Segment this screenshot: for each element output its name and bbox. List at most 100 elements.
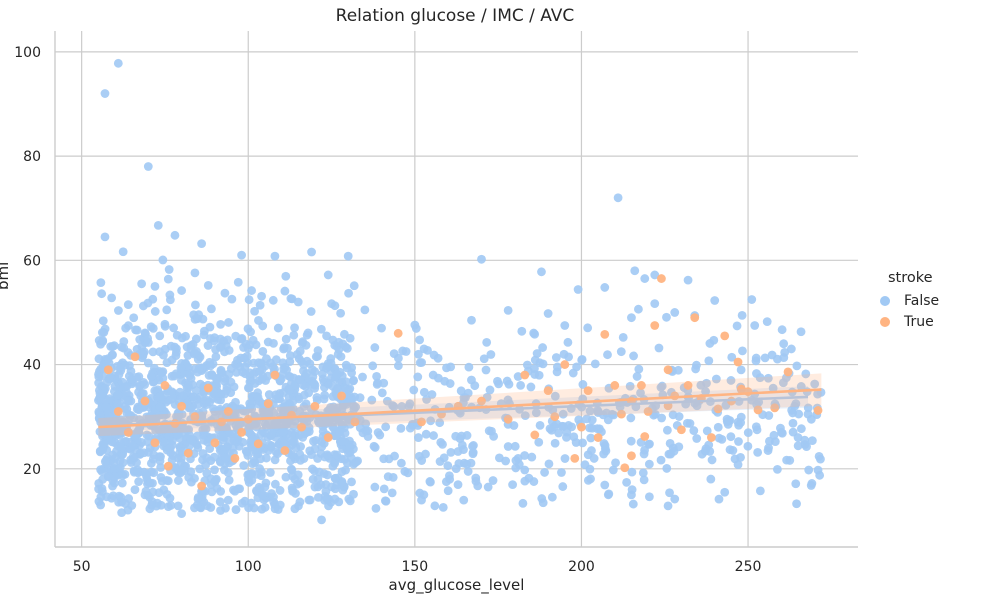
data-point <box>134 405 144 415</box>
data-point <box>220 288 230 298</box>
data-point <box>770 403 780 413</box>
data-point <box>796 424 806 434</box>
data-point <box>543 309 553 318</box>
data-point <box>281 334 291 344</box>
data-point <box>224 318 233 327</box>
data-point <box>520 411 530 421</box>
data-point <box>186 467 196 477</box>
data-point <box>248 335 258 345</box>
data-point <box>324 405 334 415</box>
data-point <box>665 438 675 448</box>
data-point <box>760 353 770 363</box>
data-point <box>148 454 158 464</box>
data-point <box>503 305 513 315</box>
data-point <box>692 401 702 411</box>
data-point <box>570 453 580 463</box>
data-point <box>627 467 637 477</box>
data-point <box>107 293 117 303</box>
data-point <box>193 493 203 502</box>
data-point <box>657 381 667 391</box>
data-point <box>792 499 801 509</box>
data-point <box>397 402 407 411</box>
data-point <box>254 316 263 325</box>
data-point <box>372 371 382 381</box>
data-point <box>706 474 716 484</box>
data-point <box>243 427 253 437</box>
data-point <box>810 379 820 389</box>
data-point <box>143 162 153 171</box>
data-point <box>662 464 672 473</box>
data-point <box>513 453 523 463</box>
data-point <box>189 392 198 402</box>
data-point <box>170 230 180 240</box>
data-point <box>156 463 166 472</box>
data-point <box>323 270 333 280</box>
data-point <box>400 467 410 476</box>
data-point <box>330 473 340 483</box>
data-point <box>711 374 721 384</box>
data-point <box>484 426 494 436</box>
data-point <box>620 463 630 473</box>
data-point <box>552 367 562 377</box>
data-point <box>639 449 649 459</box>
data-point <box>580 460 590 470</box>
data-point <box>626 436 636 446</box>
data-point <box>295 346 305 356</box>
data-point <box>791 479 801 489</box>
data-point <box>650 299 660 308</box>
data-point <box>160 422 170 432</box>
data-point <box>211 352 221 362</box>
data-point <box>263 399 273 409</box>
data-point <box>677 425 686 435</box>
data-point <box>530 430 540 440</box>
data-point <box>349 404 359 414</box>
x-tick-label: 200 <box>568 559 595 575</box>
data-point <box>283 343 292 353</box>
data-point <box>98 336 108 345</box>
x-tick-label: 50 <box>73 559 91 575</box>
data-point <box>341 465 350 475</box>
data-point <box>793 433 803 442</box>
data-point <box>394 353 403 363</box>
data-point <box>242 447 252 457</box>
data-point <box>148 294 158 304</box>
data-point <box>815 470 825 480</box>
data-point <box>146 372 156 381</box>
data-point <box>110 453 120 463</box>
data-point <box>290 504 300 514</box>
data-point <box>792 361 802 371</box>
data-point <box>626 413 636 423</box>
data-point <box>563 337 573 347</box>
x-tick-label: 100 <box>235 559 262 575</box>
data-point <box>322 494 332 504</box>
data-point <box>116 492 126 502</box>
data-point <box>123 348 133 357</box>
data-point <box>317 515 326 525</box>
data-point <box>583 386 593 396</box>
data-point <box>268 295 278 305</box>
data-point <box>516 380 526 390</box>
data-point <box>446 447 456 457</box>
data-point <box>763 446 773 455</box>
data-point <box>443 486 453 496</box>
data-point <box>764 411 774 420</box>
data-point <box>692 434 702 443</box>
data-point <box>140 396 150 406</box>
data-point <box>736 365 746 375</box>
data-point <box>149 468 159 478</box>
data-point <box>370 482 380 492</box>
data-point <box>140 490 150 500</box>
data-point <box>560 454 570 463</box>
data-point <box>608 465 618 475</box>
data-point <box>550 412 560 422</box>
data-point <box>381 496 391 506</box>
data-point <box>233 355 242 365</box>
data-point <box>216 506 225 515</box>
data-point <box>794 409 804 419</box>
data-point <box>195 464 205 474</box>
data-point <box>233 277 243 287</box>
data-point <box>477 396 486 406</box>
data-point <box>422 395 431 404</box>
data-point <box>240 496 250 506</box>
